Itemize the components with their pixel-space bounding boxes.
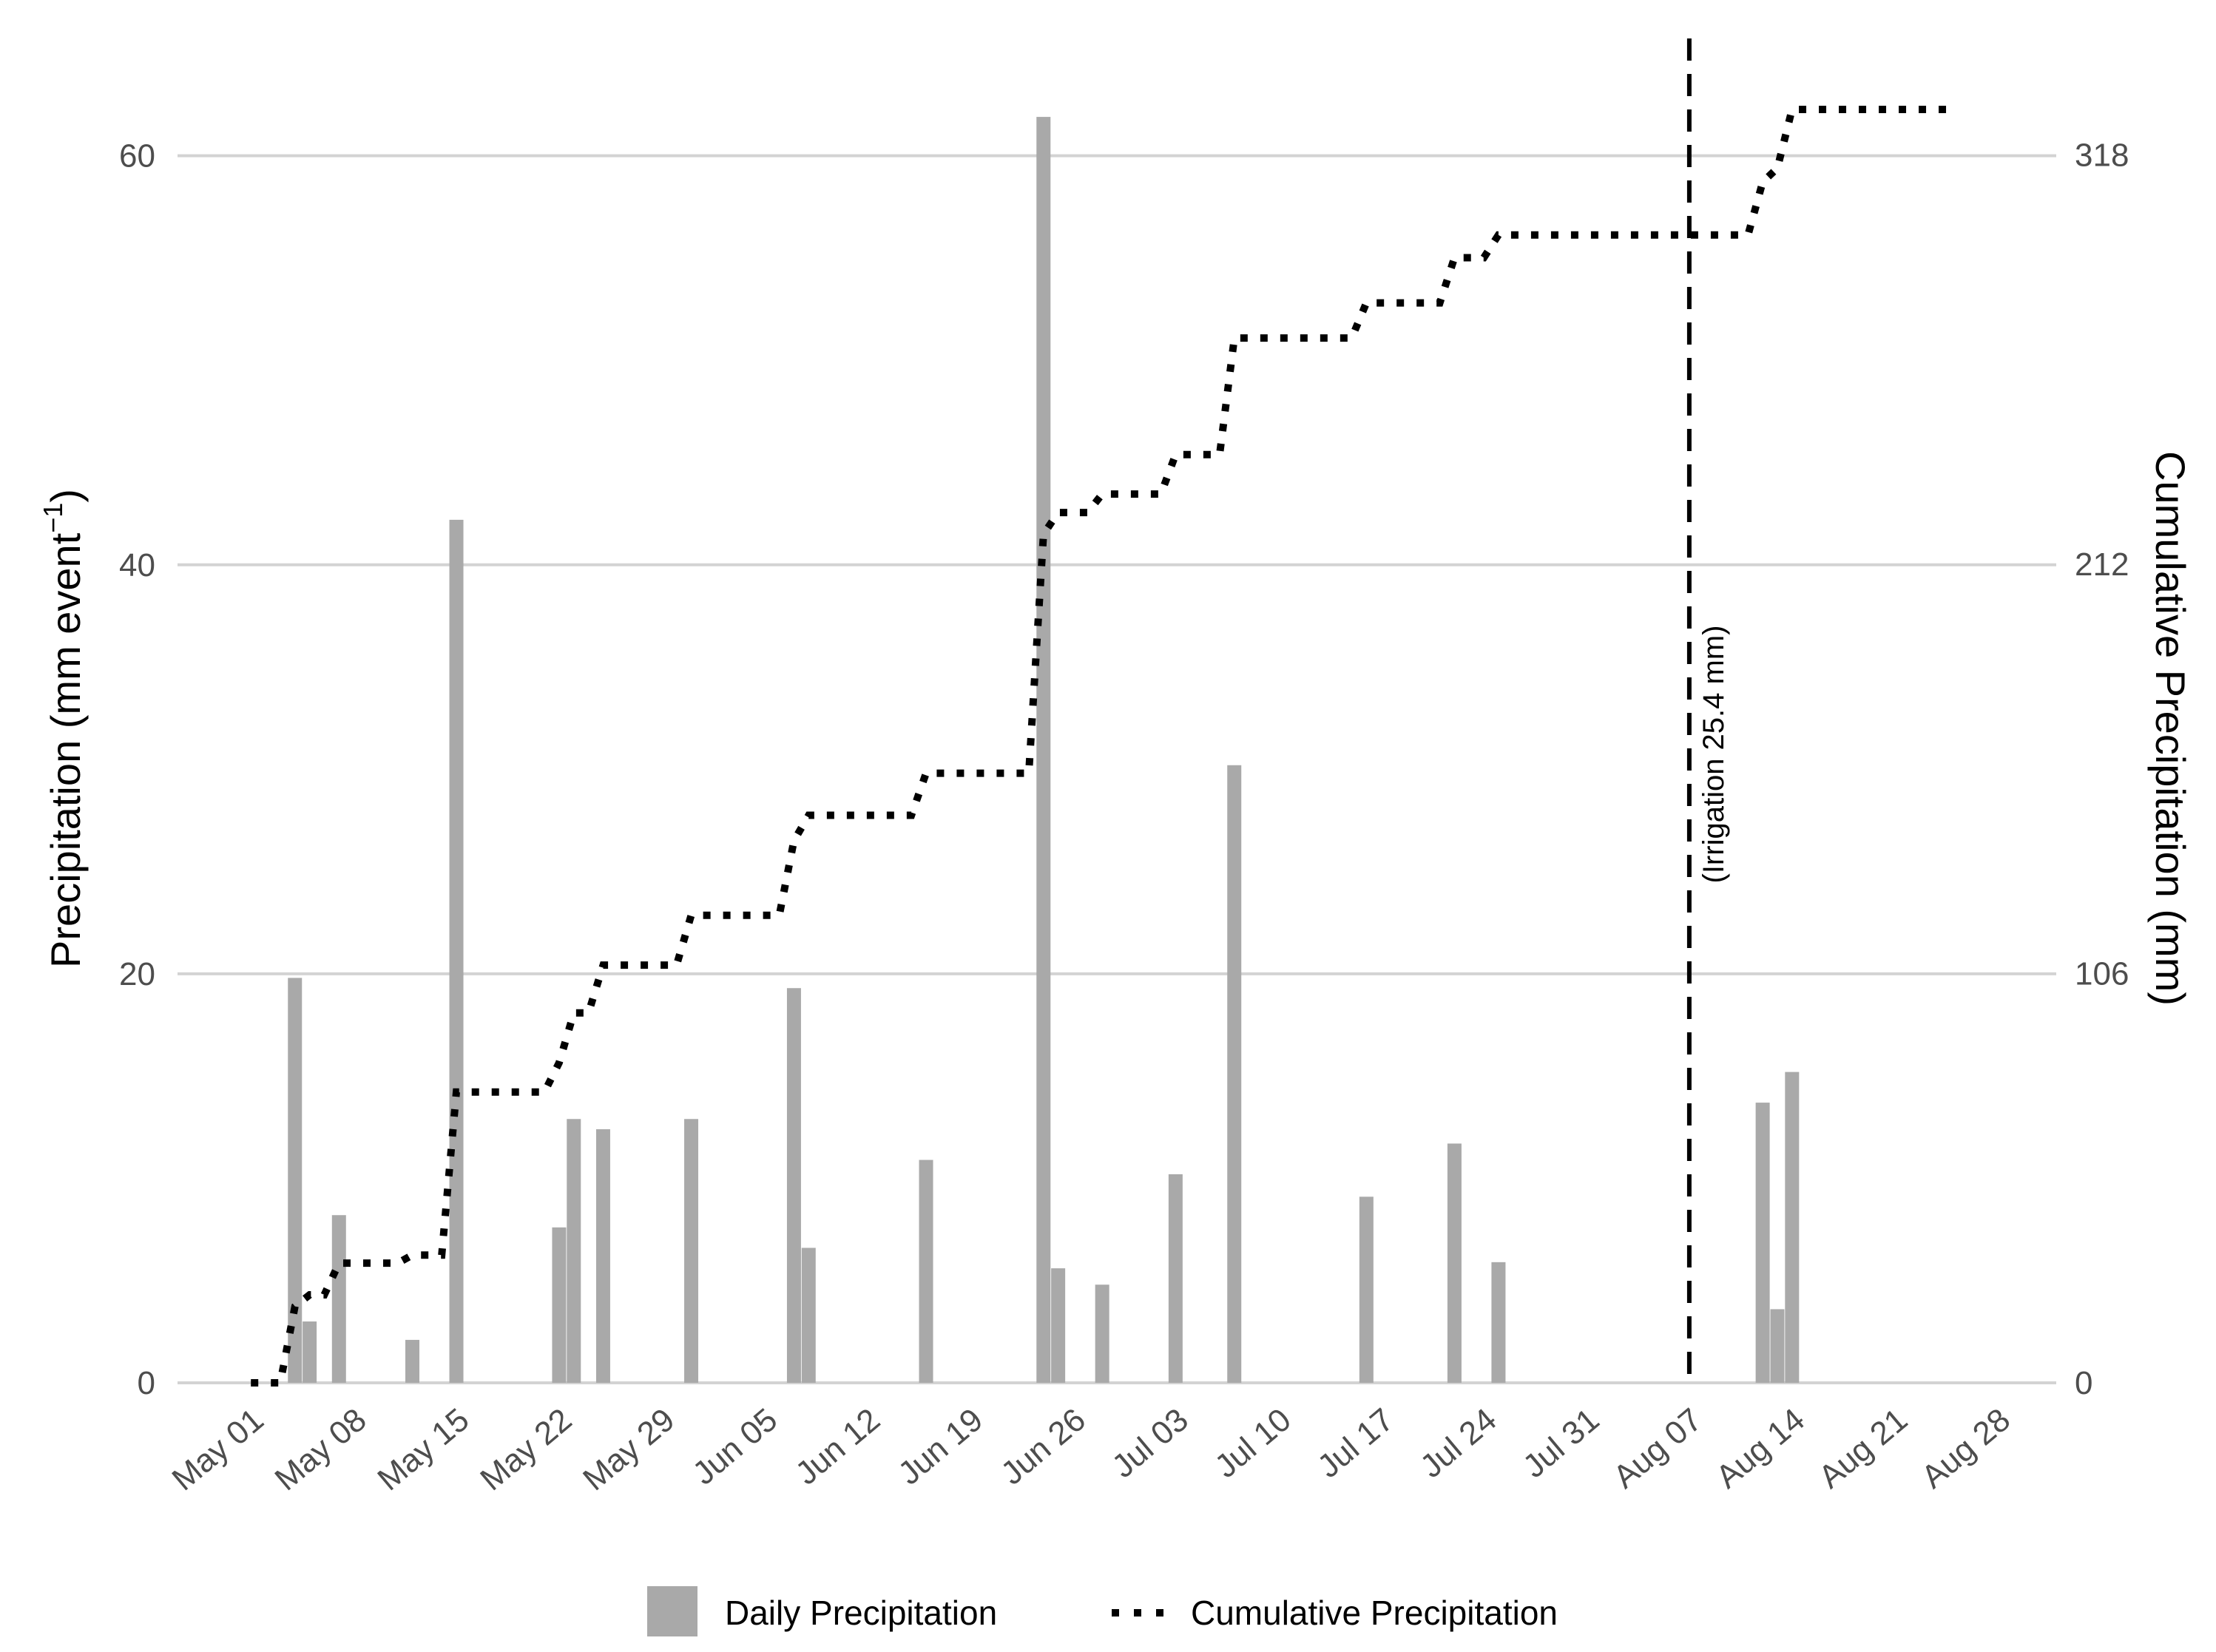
daily-precipitation-bar	[1755, 1103, 1770, 1383]
daily-precipitation-bar	[1447, 1143, 1462, 1383]
x-tick-label: Aug 21	[1812, 1401, 1914, 1495]
legend-dot	[1156, 1609, 1163, 1617]
legend-label-daily: Daily Precipitation	[725, 1594, 997, 1632]
x-tick-label: May 01	[166, 1401, 271, 1497]
x-tick-label: May 22	[473, 1401, 578, 1497]
irrigation-label: (Irrigation 25.4 mm)	[1698, 626, 1730, 884]
x-tick-label: Aug 07	[1607, 1401, 1709, 1495]
x-tick-label: Jun 19	[891, 1401, 990, 1492]
left-y-axis-title-main: Precipitation (mm event	[42, 532, 89, 968]
right-y-axis-title: Cumulative Precipitation (mm)	[2147, 451, 2194, 1006]
x-tick-label: Aug 28	[1915, 1401, 2017, 1495]
legend-dot	[1112, 1609, 1119, 1617]
left-y-tick-label: 40	[119, 547, 155, 583]
daily-precipitation-bar	[331, 1215, 346, 1383]
x-tick-label: Jul 17	[1311, 1401, 1400, 1485]
x-tick-label: Jun 05	[686, 1401, 784, 1492]
daily-precipitation-bar	[1359, 1196, 1374, 1383]
daily-precipitation-bar	[449, 519, 464, 1383]
x-tick-label: Jul 10	[1208, 1401, 1297, 1485]
x-tick-label: Jul 31	[1516, 1401, 1606, 1485]
legend-dot	[1134, 1609, 1141, 1617]
x-tick-label: Aug 14	[1709, 1401, 1811, 1495]
left-y-tick-label: 0	[138, 1365, 155, 1401]
x-tick-label: Jul 03	[1105, 1401, 1195, 1485]
daily-precipitation-bar	[595, 1129, 610, 1383]
right-y-tick-label: 0	[2075, 1365, 2092, 1401]
daily-precipitation-bar	[919, 1160, 933, 1383]
daily-precipitation-bar	[1168, 1174, 1183, 1383]
left-y-axis-title-close: )	[42, 489, 89, 503]
daily-precipitation-bar	[1785, 1072, 1800, 1383]
daily-precipitation-bars	[288, 117, 1800, 1383]
daily-precipitation-bar	[303, 1321, 317, 1383]
daily-precipitation-bar	[1095, 1284, 1109, 1383]
daily-precipitation-bar	[684, 1119, 699, 1383]
daily-precipitation-bar	[405, 1339, 419, 1383]
daily-precipitation-bar	[1770, 1309, 1785, 1383]
daily-precipitation-bar	[567, 1119, 581, 1383]
irrigation-marker: (Irrigation 25.4 mm)	[1686, 38, 1730, 1383]
left-y-axis-ticks: 0 20 40 60	[119, 138, 155, 1401]
right-y-tick-label: 318	[2075, 138, 2129, 174]
x-tick-label: May 08	[268, 1401, 374, 1497]
daily-precipitation-bar	[1491, 1262, 1506, 1383]
x-tick-label: Jul 24	[1413, 1401, 1503, 1485]
daily-precipitation-bar	[288, 978, 303, 1383]
cumulative-precipitation-series	[251, 106, 1954, 1387]
daily-precipitation-bar	[1051, 1268, 1066, 1383]
legend-label-cumulative: Cumulative Precipitation	[1191, 1594, 1558, 1632]
x-tick-label: May 29	[576, 1401, 681, 1497]
legend: Daily Precipitation Cumulative Precipita…	[647, 1586, 1558, 1636]
x-tick-label: May 15	[371, 1401, 476, 1497]
left-y-tick-label: 20	[119, 956, 155, 992]
x-tick-label: Jun 26	[994, 1401, 1092, 1492]
right-y-tick-label: 212	[2075, 546, 2129, 583]
daily-precipitation-bar	[1227, 765, 1242, 1383]
left-y-tick-label: 60	[119, 138, 155, 175]
legend-swatch-cumulative	[1112, 1609, 1163, 1617]
daily-precipitation-bar	[801, 1248, 816, 1383]
x-tick-label: Jun 12	[788, 1401, 887, 1492]
right-y-axis-ticks: 0 106 212 318	[2075, 138, 2129, 1401]
left-y-axis-title-sup: −1	[38, 503, 68, 533]
daily-precipitation-bar	[786, 988, 801, 1383]
legend-swatch-daily	[647, 1586, 697, 1636]
cumulative-precipitation-line	[251, 106, 1954, 1387]
daily-precipitation-bar	[552, 1227, 567, 1383]
daily-precipitation-bar	[1036, 117, 1051, 1383]
left-y-axis-title: Precipitation (mm event−1)	[38, 489, 89, 968]
right-y-tick-label: 106	[2075, 956, 2129, 992]
grid-lines	[178, 154, 2056, 1384]
